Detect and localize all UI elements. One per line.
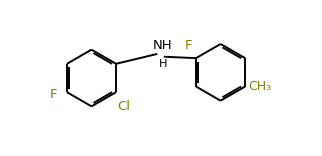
Text: CH₃: CH₃ <box>249 80 272 93</box>
Text: F: F <box>50 88 57 101</box>
Text: Cl: Cl <box>118 100 130 113</box>
Text: F: F <box>184 39 192 52</box>
Text: H: H <box>159 59 167 69</box>
Text: NH: NH <box>153 39 172 52</box>
